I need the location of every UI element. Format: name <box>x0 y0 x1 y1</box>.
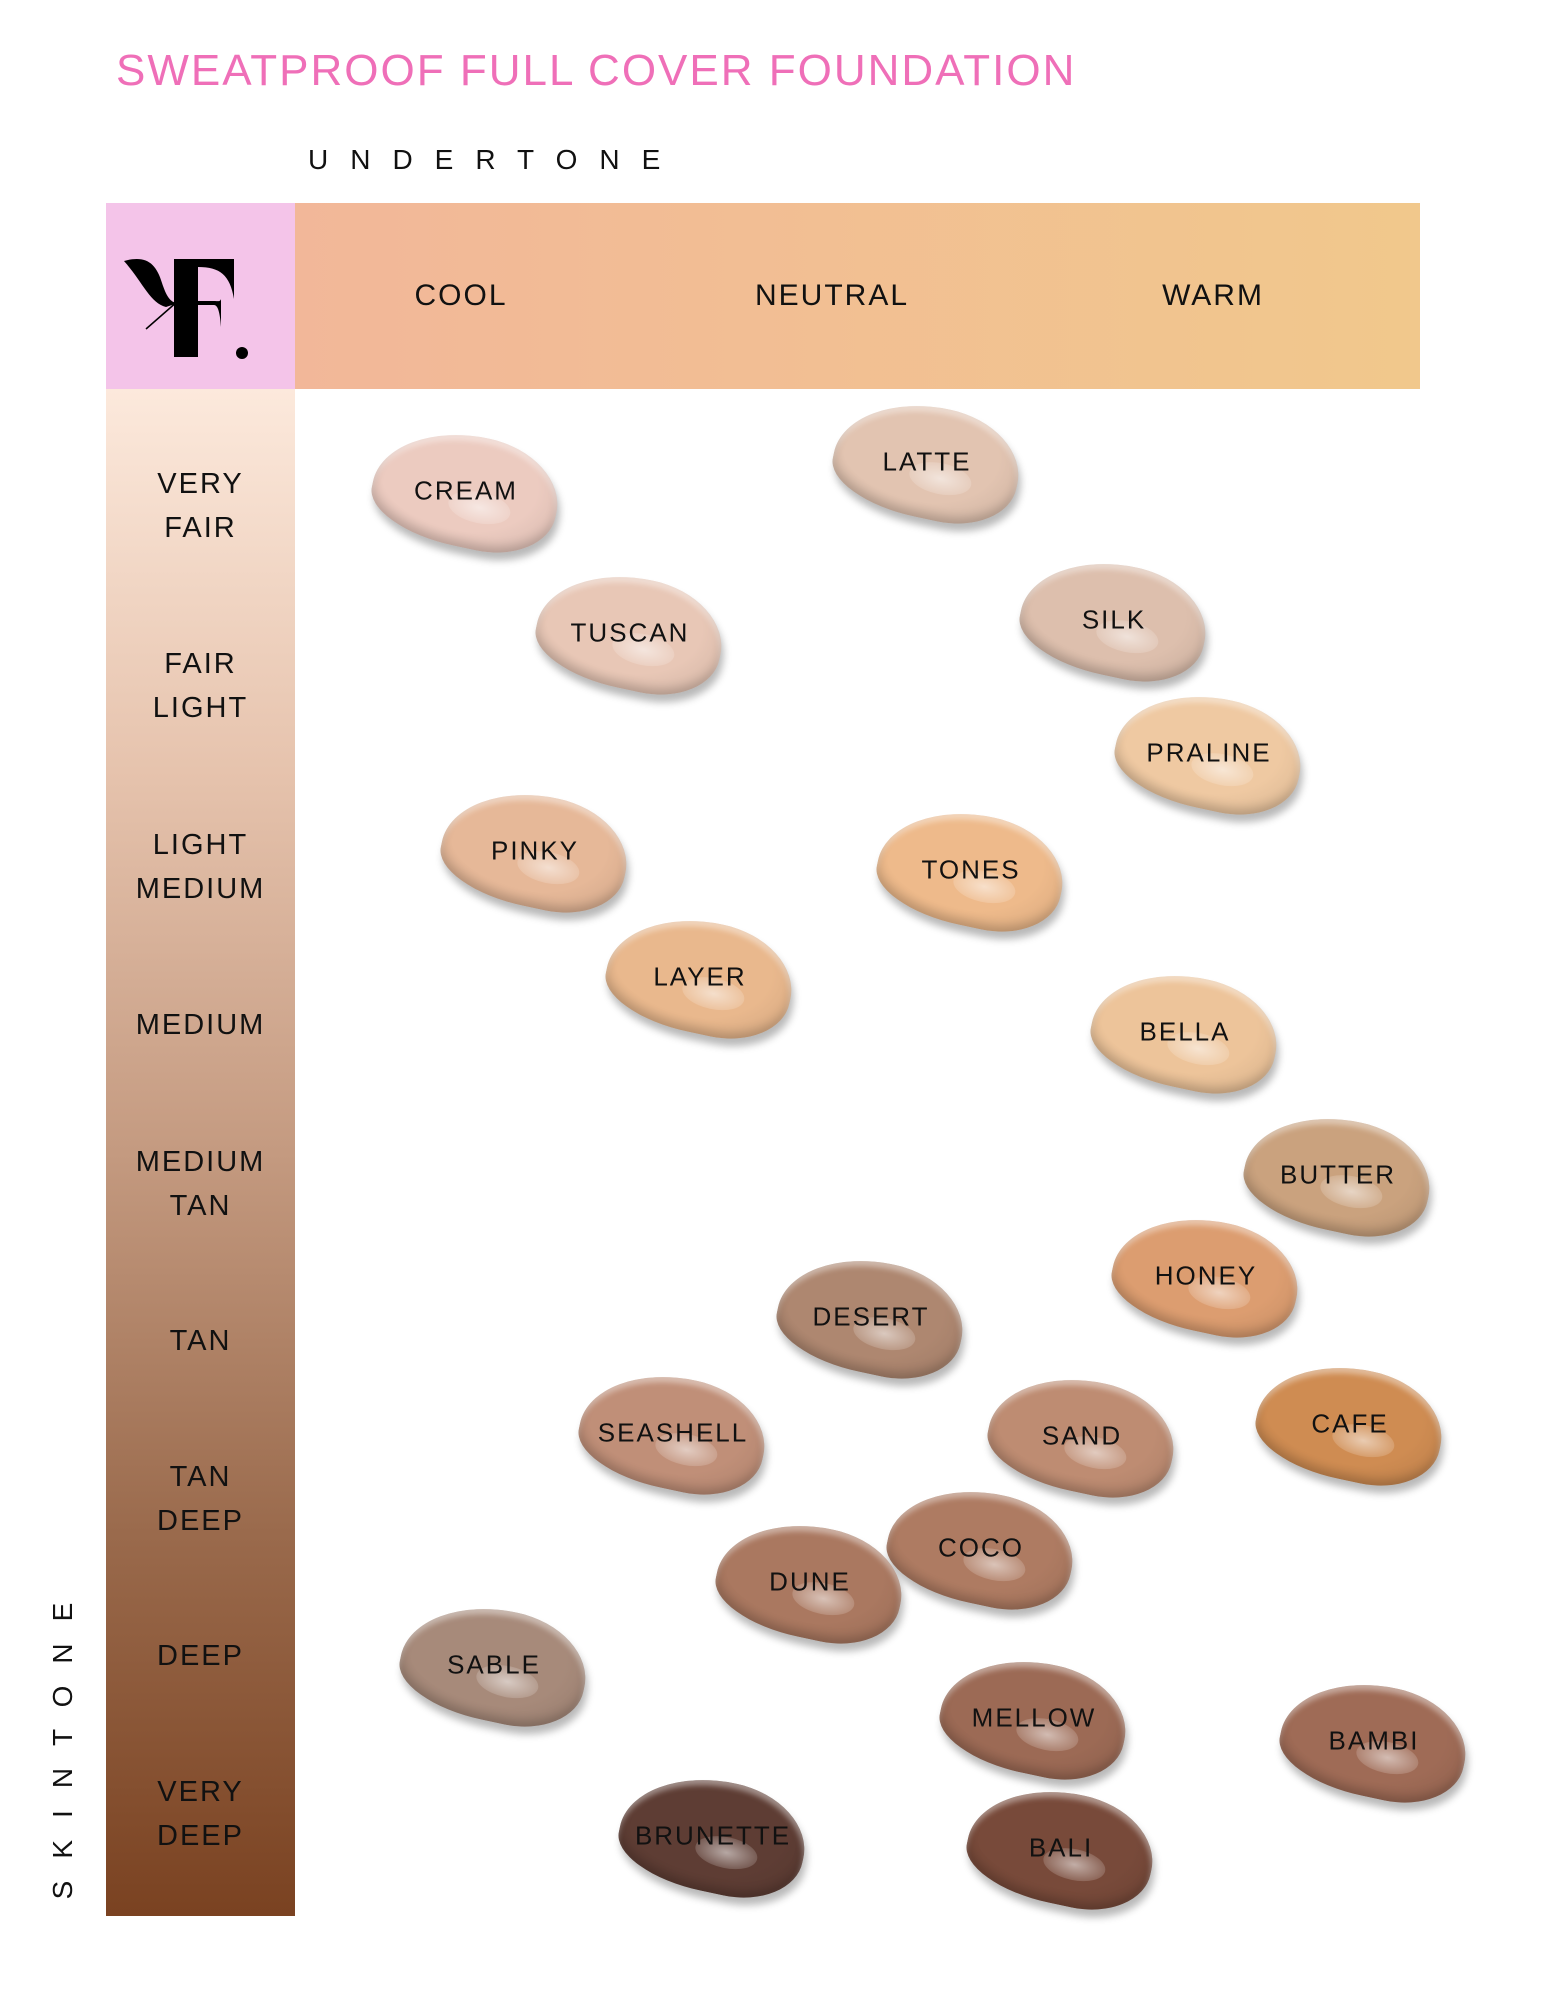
shade-swatch-bambi[interactable]: BAMBI <box>1271 1666 1477 1816</box>
skintone-axis-label: SKINTONE <box>46 1575 80 1905</box>
shade-name: SILK <box>1081 604 1147 635</box>
shade-name: MELLOW <box>971 1702 1097 1733</box>
shade-name: LATTE <box>882 446 972 477</box>
shade-swatch-honey[interactable]: HONEY <box>1103 1201 1309 1351</box>
shade-swatch-bella[interactable]: BELLA <box>1082 957 1288 1107</box>
shade-name: COCO <box>938 1532 1024 1563</box>
skintone-tan: TAN <box>169 1325 232 1357</box>
shade-swatch-brunette[interactable]: BRUNETTE <box>610 1761 816 1911</box>
undertone-header: COOL NEUTRAL WARM <box>295 203 1420 389</box>
shade-name: SAND <box>1041 1420 1123 1451</box>
undertone-axis-label: UNDERTONE <box>308 144 683 175</box>
shade-swatch-bali[interactable]: BALI <box>958 1773 1164 1923</box>
shade-name: SABLE <box>447 1649 541 1680</box>
skintone-axis-text: SKINTONE <box>47 1580 78 1900</box>
skintone-fair-light: FAIR LIGHT <box>152 648 249 724</box>
shade-name: TONES <box>921 854 1021 885</box>
skintone-column: VERY FAIR FAIR LIGHT LIGHT MEDIUM MEDIUM… <box>106 389 295 1916</box>
shade-name: SEASHELL <box>597 1417 749 1448</box>
skintone-very-deep: VERY DEEP <box>157 1776 244 1852</box>
undertone-cool: COOL <box>414 279 508 312</box>
shade-name: CAFE <box>1311 1408 1389 1439</box>
shade-swatch-cafe[interactable]: CAFE <box>1247 1349 1453 1499</box>
shade-name: DUNE <box>769 1566 851 1597</box>
skintone-medium: MEDIUM <box>135 1009 266 1041</box>
skintone-medium-tan: MEDIUM TAN <box>135 1146 266 1222</box>
logo-f-icon <box>124 259 248 359</box>
shade-name: LAYER <box>653 961 747 992</box>
skintone-deep: DEEP <box>157 1640 244 1672</box>
shade-swatch-layer[interactable]: LAYER <box>597 902 803 1052</box>
skintone-light-medium: LIGHT MEDIUM <box>135 829 266 905</box>
shade-name: PINKY <box>490 835 580 866</box>
undertone-neutral: NEUTRAL <box>754 279 910 312</box>
skintone-very-fair: VERY FAIR <box>157 468 244 544</box>
shade-swatch-silk[interactable]: SILK <box>1011 545 1217 695</box>
shade-name: DESERT <box>812 1301 930 1332</box>
shade-name: HONEY <box>1154 1260 1258 1291</box>
shade-swatch-desert[interactable]: DESERT <box>768 1242 974 1392</box>
shade-swatch-tones[interactable]: TONES <box>868 795 1074 945</box>
shade-name: TUSCAN <box>570 617 690 648</box>
shade-swatch-pinky[interactable]: PINKY <box>432 776 638 926</box>
shade-swatch-praline[interactable]: PRALINE <box>1106 678 1312 828</box>
shade-name: BALI <box>1028 1832 1094 1863</box>
skintone-tan-deep: TAN DEEP <box>157 1461 244 1537</box>
shade-swatch-cream[interactable]: CREAM <box>363 416 569 566</box>
shade-swatch-latte[interactable]: LATTE <box>824 387 1030 537</box>
brand-logo <box>106 203 295 389</box>
shade-swatch-mellow[interactable]: MELLOW <box>931 1643 1137 1793</box>
shade-name: BUTTER <box>1280 1159 1396 1190</box>
shade-swatch-dune[interactable]: DUNE <box>707 1507 913 1657</box>
shade-swatch-sable[interactable]: SABLE <box>391 1590 597 1740</box>
shade-swatch-butter[interactable]: BUTTER <box>1235 1100 1441 1250</box>
page-title: SWEATPROOF FULL COVER FOUNDATION <box>116 46 1077 95</box>
shade-name: CREAM <box>414 475 518 506</box>
shade-name: BELLA <box>1139 1016 1231 1047</box>
shade-swatch-sand[interactable]: SAND <box>979 1361 1185 1511</box>
shade-name: PRALINE <box>1146 737 1272 768</box>
shade-name: BRUNETTE <box>634 1820 792 1851</box>
shade-swatch-tuscan[interactable]: TUSCAN <box>527 558 733 708</box>
shade-name: BAMBI <box>1328 1725 1420 1756</box>
shade-swatch-seashell[interactable]: SEASHELL <box>570 1358 776 1508</box>
undertone-warm: WARM <box>1162 279 1264 312</box>
